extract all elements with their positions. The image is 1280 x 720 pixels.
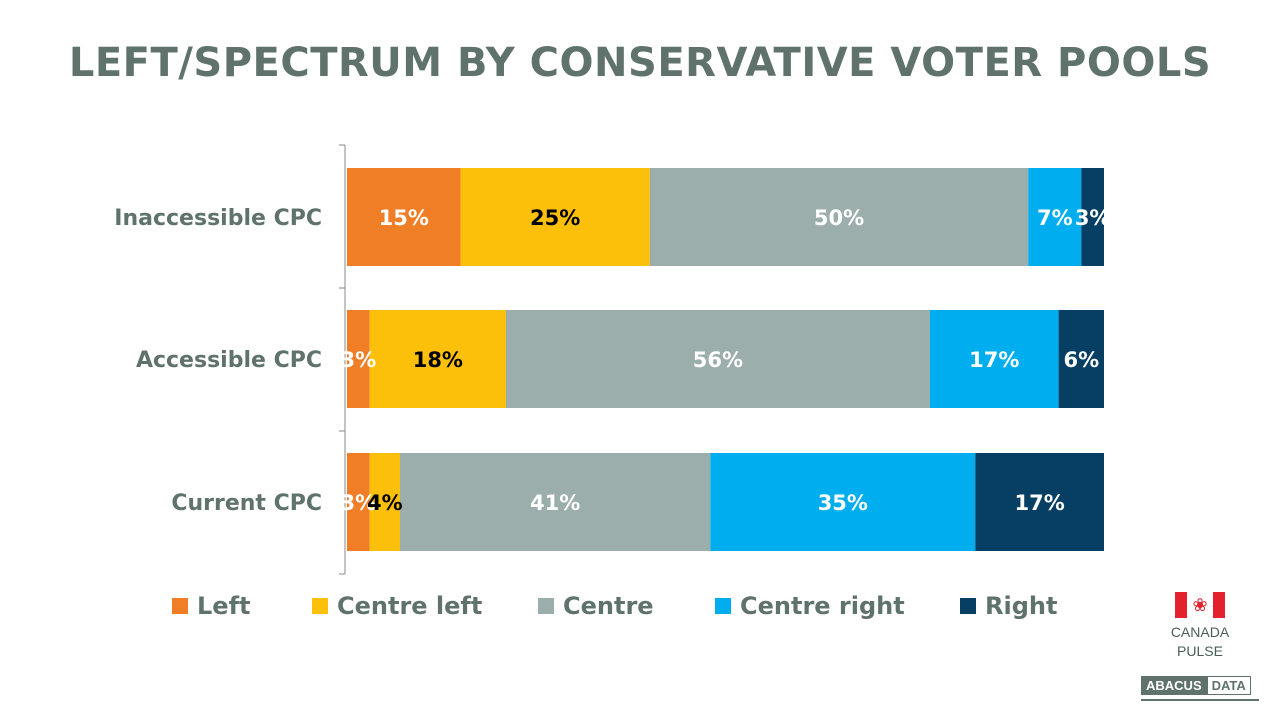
legend-label: Left	[197, 592, 251, 620]
chart-legend: Left Centre left Centre Centre right Right	[0, 592, 1280, 626]
brand-line-1: CANADA	[1170, 624, 1230, 640]
data-label: 17%	[1015, 491, 1065, 515]
logo-underline	[1141, 699, 1259, 701]
bar-segment	[710, 453, 976, 551]
legend-swatch	[312, 598, 328, 614]
legend-label: Centre	[563, 592, 654, 620]
bar-segment	[369, 310, 506, 408]
data-label: 3%	[341, 491, 377, 515]
legend-swatch	[538, 598, 554, 614]
legend-swatch	[172, 598, 188, 614]
data-label: 15%	[379, 206, 429, 230]
canada-pulse-badge: ❀ CANADA PULSE	[1140, 592, 1260, 661]
bar-segment	[1028, 168, 1082, 266]
bar-segment	[929, 310, 1059, 408]
legend-label: Centre left	[337, 592, 483, 620]
legend-item: Centre right	[715, 592, 905, 620]
data-label: 41%	[530, 491, 580, 515]
data-label: 7%	[1037, 206, 1073, 230]
legend-item: Right	[960, 592, 1057, 620]
bar-segment	[505, 310, 930, 408]
brand-line-2: PULSE	[1177, 643, 1223, 659]
category-label: Accessible CPC	[136, 348, 322, 373]
bar-segment	[1081, 168, 1104, 266]
category-label: Current CPC	[171, 491, 322, 516]
bar-segment	[1058, 310, 1104, 408]
bar-segment	[649, 168, 1029, 266]
data-label: 18%	[413, 348, 463, 372]
data-label: 6%	[1063, 348, 1099, 372]
bar-segment	[399, 453, 711, 551]
data-label: 50%	[814, 206, 864, 230]
data-label: 35%	[818, 491, 868, 515]
bar-segment	[347, 168, 461, 266]
category-label: Inaccessible CPC	[114, 206, 322, 231]
data-label: 56%	[693, 348, 743, 372]
data-label: 17%	[969, 348, 1019, 372]
canada-flag-icon: ❀	[1175, 592, 1225, 618]
legend-label: Centre right	[740, 592, 905, 620]
data-label: 4%	[367, 491, 403, 515]
legend-item: Left	[172, 592, 250, 620]
data-label: 3%	[1075, 206, 1111, 230]
bar-segment	[347, 310, 370, 408]
legend-item: Centre	[538, 592, 654, 620]
data-label: 25%	[530, 206, 580, 230]
chart-title: LEFT/SPECTRUM BY CONSERVATIVE VOTER POOL…	[68, 40, 1212, 86]
legend-swatch	[715, 598, 731, 614]
legend-swatch	[960, 598, 976, 614]
bar-segment	[460, 168, 650, 266]
legend-item: Centre left	[312, 592, 482, 620]
bar-segment	[369, 453, 400, 551]
logo-word-2: DATA	[1206, 676, 1251, 695]
data-label: 3%	[341, 348, 377, 372]
abacus-data-logo: ABACUS DATA	[1141, 676, 1251, 695]
bar-segment	[975, 453, 1104, 551]
legend-label: Right	[985, 592, 1058, 620]
stacked-bar-chart: Inaccessible CPC 15% 25% 50% 7% 3%Accessible …	[114, 144, 1111, 575]
logo-word-1: ABACUS	[1141, 676, 1207, 695]
bar-segment	[347, 453, 370, 551]
